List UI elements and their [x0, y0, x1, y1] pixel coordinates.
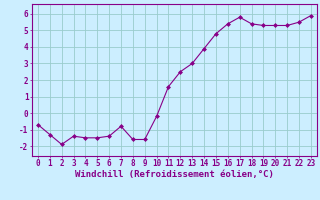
- X-axis label: Windchill (Refroidissement éolien,°C): Windchill (Refroidissement éolien,°C): [75, 170, 274, 179]
